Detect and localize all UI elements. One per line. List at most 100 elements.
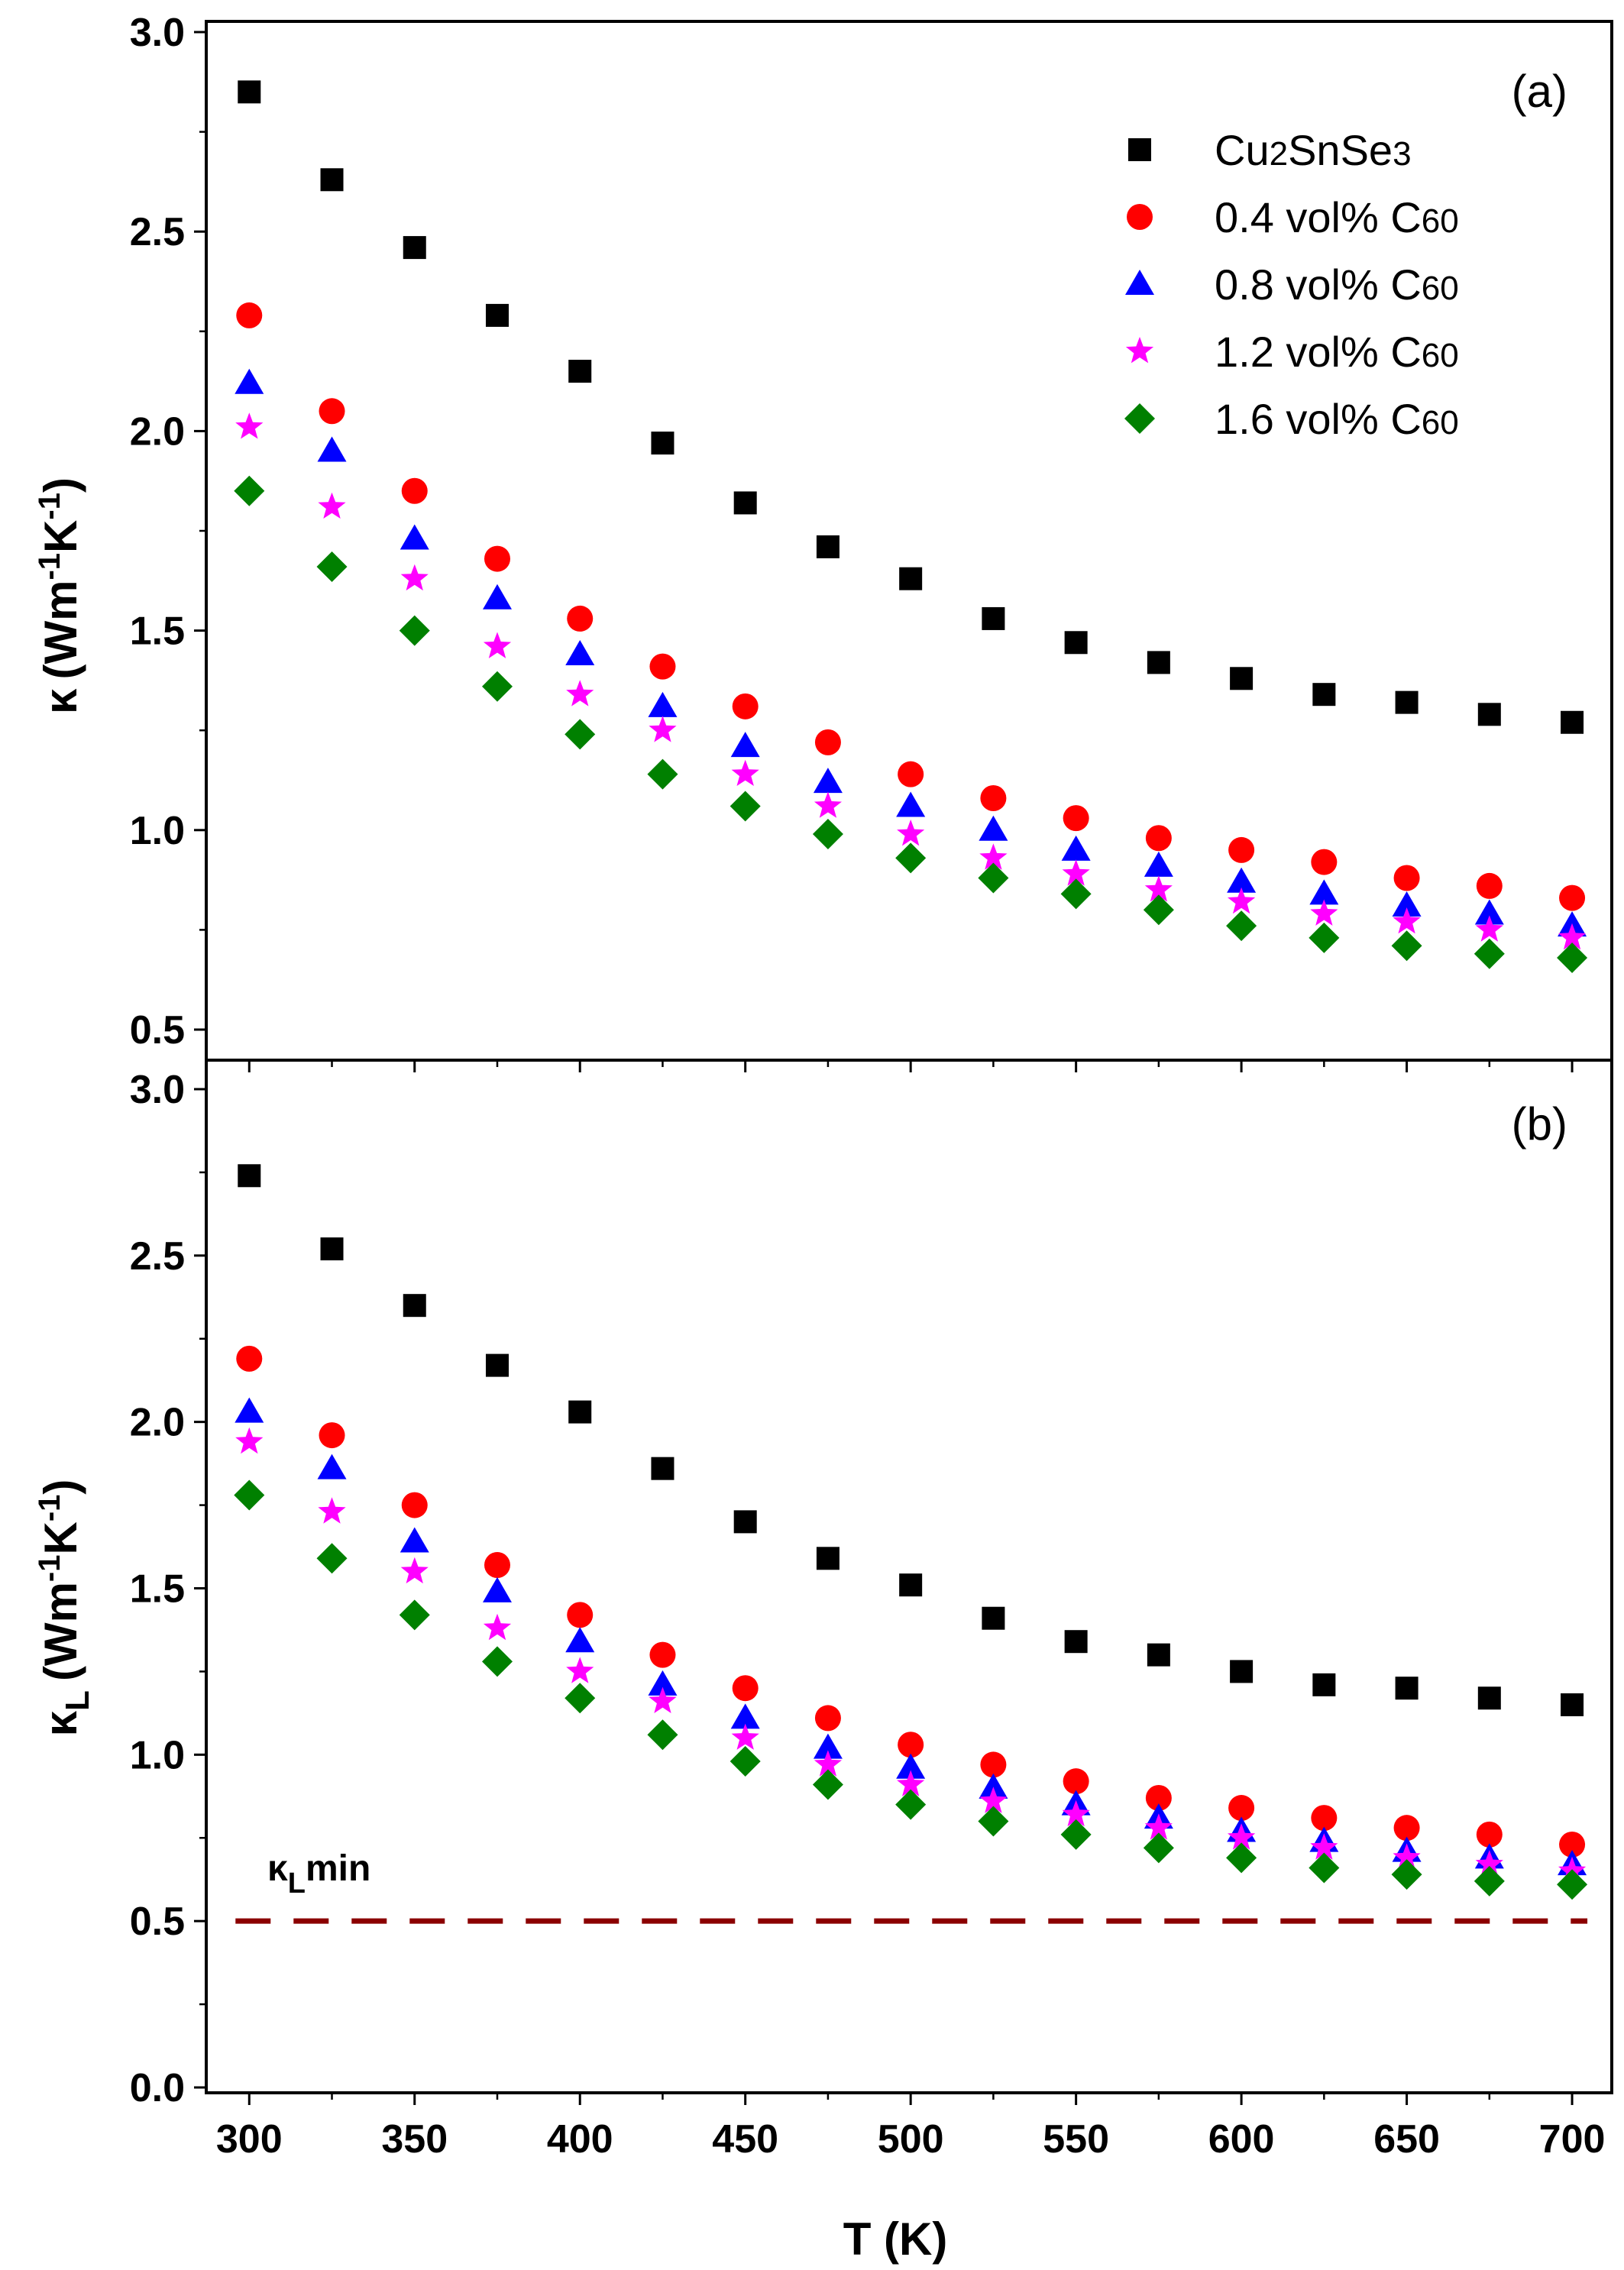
panel-b-x-tick-label: 700 [1539, 2117, 1606, 2162]
panel-b-y-tick-label: 2.5 [130, 1234, 185, 1279]
legend-item: 1.2 vol% C60 [1125, 328, 1459, 376]
panel-a-point [400, 564, 429, 591]
panel-a-ticks: 0.5 1.0 1.5 2.0 2.5 3.0 [130, 11, 1574, 1072]
panel-a-point [1064, 631, 1088, 655]
panel-a-series-3 [235, 412, 1587, 950]
panel-b-point [566, 1657, 594, 1683]
panel-a-point [731, 759, 759, 786]
panel-a-point [1309, 879, 1339, 905]
panel-b-y-tick-label: 0.5 [130, 1900, 185, 1944]
panel-b-point [1475, 1850, 1503, 1877]
panel-a-point [649, 653, 676, 680]
panel-a-point [730, 791, 761, 822]
panel-b-y-axis-title: κL(Wm-1K-1) [33, 1479, 96, 1737]
panel-b-y-tick-label: 1.5 [130, 1567, 185, 1612]
panel-b-point [730, 1746, 761, 1777]
panel-b-point [1393, 1815, 1420, 1842]
panel-b-point [403, 1294, 426, 1318]
legend-label: 1.6 vol% C60 [1215, 395, 1459, 443]
panel-b-x-tick-label: 550 [1043, 2117, 1109, 2162]
panel-a-point [568, 360, 592, 383]
panel-b-point [484, 1552, 510, 1579]
panel-a-series-2 [235, 368, 1587, 937]
panel-a-point [567, 605, 594, 632]
panel-b-point [733, 1510, 757, 1534]
panel-b-point [816, 1547, 839, 1570]
panel-b-point [1226, 1842, 1257, 1874]
panel-b-point [235, 1397, 264, 1423]
panel-b-point [895, 1789, 927, 1820]
panel-b-point [399, 1599, 430, 1631]
panel-a-point [1226, 910, 1257, 942]
legend-label: 1.2 vol% C60 [1215, 328, 1459, 376]
panel-a-point [320, 168, 344, 192]
panel-b-point [1064, 1630, 1088, 1654]
panel-a-point [812, 819, 843, 850]
legend-marker [1125, 337, 1154, 364]
panel-a-point [1391, 930, 1422, 962]
panel-a-point [483, 632, 512, 658]
panel-a-point [1062, 859, 1090, 886]
panel-b-point [320, 1237, 344, 1261]
panel-a-point [1395, 690, 1419, 714]
panel-a-point [1230, 667, 1254, 690]
panel-a-point [649, 716, 677, 742]
panel-a-point [978, 862, 1009, 894]
legend: Cu2SnSe3 0.4 vol% C60 0.8 vol% C60 1.2 vol%… [1124, 126, 1459, 443]
legend-marker [1125, 270, 1154, 295]
panel-b-point [896, 1753, 926, 1779]
panel-a-point [1474, 938, 1505, 969]
panel-a-y-tick-label: 0.5 [130, 1008, 185, 1053]
legend-item: Cu2SnSe3 [1128, 126, 1412, 174]
panel-a-point [1311, 849, 1338, 875]
panel-b-point [565, 1683, 596, 1714]
panel-b-point [1228, 1823, 1256, 1850]
panel-a-point [897, 820, 925, 846]
panel-b-point [899, 1573, 923, 1597]
panel-b-point [1395, 1677, 1419, 1700]
panel-a-point [401, 477, 428, 504]
legend-marker [1128, 138, 1151, 161]
outer-frame [205, 20, 1613, 2094]
panel-a-point [566, 680, 594, 707]
panel-b-point [649, 1686, 677, 1713]
panel-b-point [898, 1732, 924, 1758]
panel-b-x-tick-label: 650 [1373, 2117, 1440, 2162]
panel-b-point [1060, 1819, 1092, 1850]
legend-label: 0.8 vol% C60 [1215, 260, 1459, 309]
panel-b-point [481, 1646, 513, 1677]
panel-a-point [898, 761, 924, 787]
panel-a-series-0 [238, 80, 1584, 734]
panel-a-point [234, 475, 265, 506]
panel-a-point [1144, 851, 1173, 877]
panel-a-point [816, 535, 839, 558]
panel-a-point [403, 236, 426, 260]
panel-a-point [1060, 878, 1092, 910]
panel-a-y-tick-label: 1.0 [130, 809, 185, 853]
panel-b-point [814, 1750, 842, 1777]
panel-b-y-tick-label: 1.0 [130, 1733, 185, 1777]
panel-a-point [732, 693, 759, 719]
panel-b-point [1310, 1833, 1338, 1860]
panel-a-point [730, 732, 760, 758]
panel-a-point [565, 719, 596, 750]
panel-b-point [1477, 1686, 1501, 1710]
panel-b-y-tick-label: 3.0 [130, 1068, 185, 1112]
panel-a-point [399, 615, 430, 646]
panel-a-point [484, 545, 510, 572]
legend-item: 0.8 vol% C60 [1125, 260, 1459, 309]
panel-a-y-tick-label: 2.0 [130, 409, 185, 454]
panel-a-point [1477, 703, 1501, 726]
legend-marker [1127, 204, 1153, 230]
panel-b-point [1063, 1768, 1089, 1795]
panel-a-point [1475, 915, 1503, 942]
panel-b-point [1474, 1865, 1505, 1897]
panel-b-x-tick-label: 600 [1208, 2117, 1275, 2162]
panel-a-y-axis-title: κ(Wm-1K-1) [33, 477, 86, 714]
panel-a-point [1476, 872, 1503, 899]
legend-marker [1124, 403, 1155, 434]
panel-b-point [1145, 1784, 1172, 1811]
panel-b-point [316, 1543, 348, 1574]
panel-a-point [648, 691, 678, 717]
panel-a-y-tick-label: 1.5 [130, 610, 185, 654]
